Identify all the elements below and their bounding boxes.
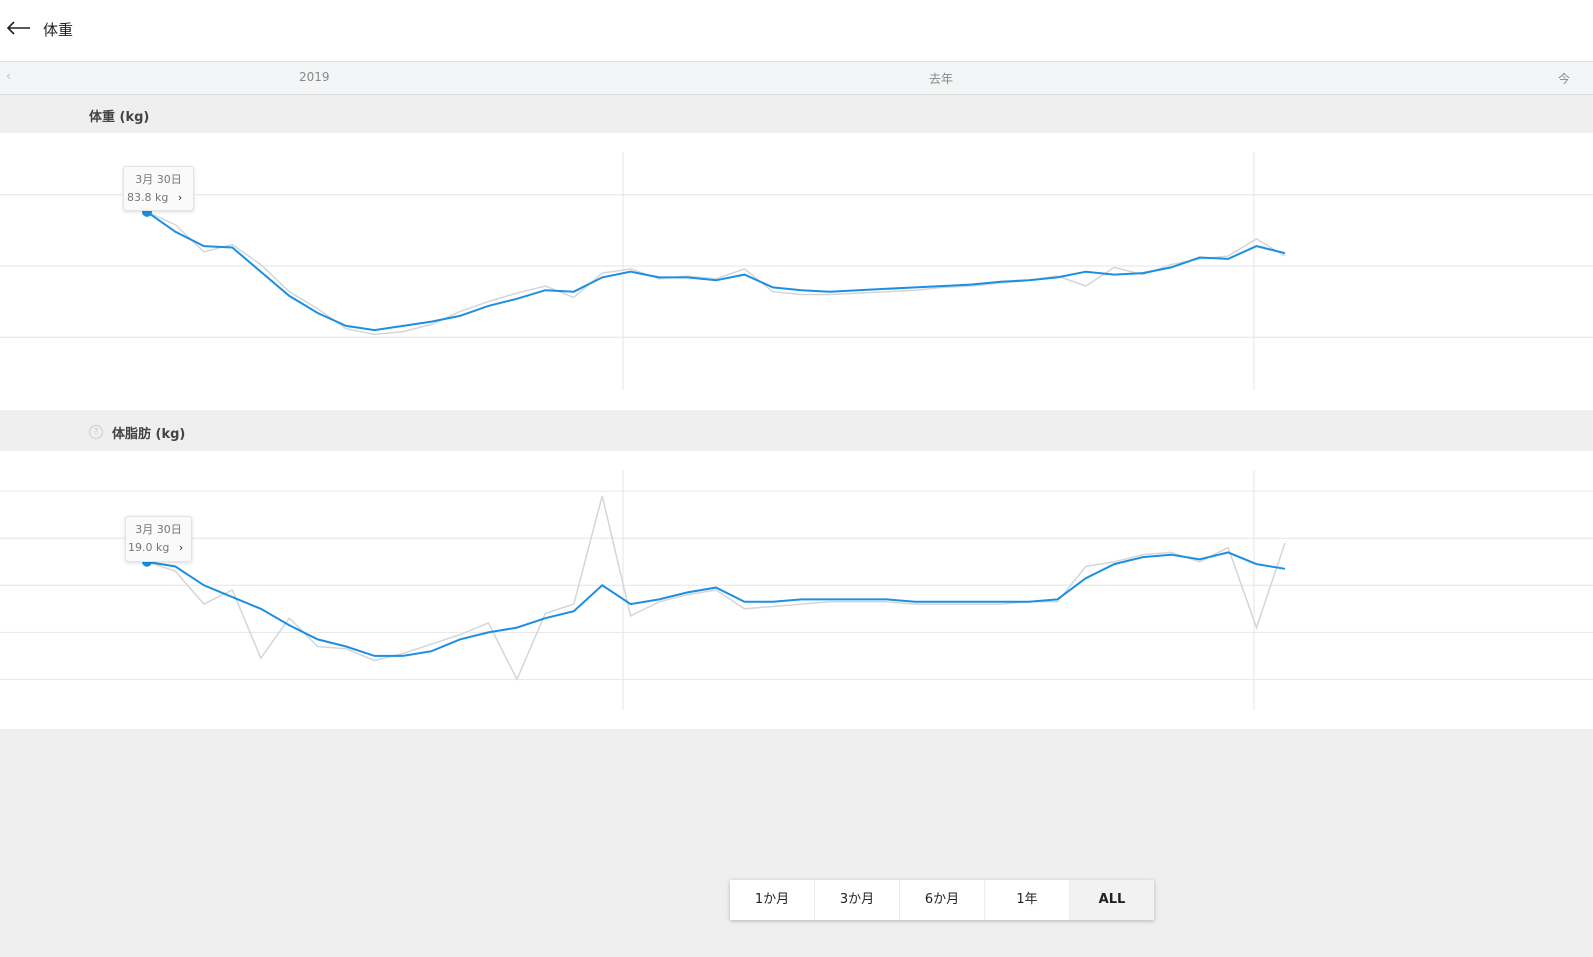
range-button[interactable]: ALL [1070,880,1154,920]
range-button[interactable]: 6か月 [900,880,985,920]
tooltip-date: 3月 30日 [135,173,182,186]
tooltip[interactable]: 3月 30日 83.8 kg › [123,166,194,211]
timeline-label[interactable]: 去年 [929,72,954,86]
header: 体重 [0,0,1593,62]
range-button[interactable]: 1か月 [730,880,815,920]
tooltip-value-text: 83.8 kg [127,191,169,204]
chart-panel [0,133,1593,410]
back-arrow[interactable] [6,20,32,36]
tooltip-value-text: 19.0 kg [128,541,170,554]
help-icon[interactable]: ? [89,425,103,439]
charts [0,152,1593,710]
series-line [146,211,1286,336]
range-buttons: 1か月 3か月 6か月 1年 ALL [730,880,1154,920]
timeline-label[interactable]: 2019 [299,70,330,84]
section-header: 体重 (kg) [0,95,1593,133]
section-title: 体重 (kg) [89,110,150,125]
tooltip-value: 83.8 kg › [127,191,183,204]
section-title: 体脂肪 (kg) [112,427,186,442]
timeline-label[interactable]: 今 [1558,72,1571,86]
timeline-bar: ‹ 2019 去年 今 [0,62,1593,95]
section-header: ? 体脂肪 (kg) [0,412,1593,450]
series-line [146,211,1286,332]
range-button[interactable]: 1年 [985,880,1070,920]
tooltip-date: 3月 30日 [135,523,182,536]
header-title: 体重 [43,21,74,39]
tooltip[interactable]: 3月 30日 19.0 kg › [125,516,192,562]
tooltip-value: 19.0 kg › [128,541,184,554]
series-line [146,495,1286,682]
series-line [146,551,1286,657]
chart-panel [0,451,1593,729]
prev[interactable]: ‹ [6,69,11,83]
range-button[interactable]: 3か月 [815,880,900,920]
